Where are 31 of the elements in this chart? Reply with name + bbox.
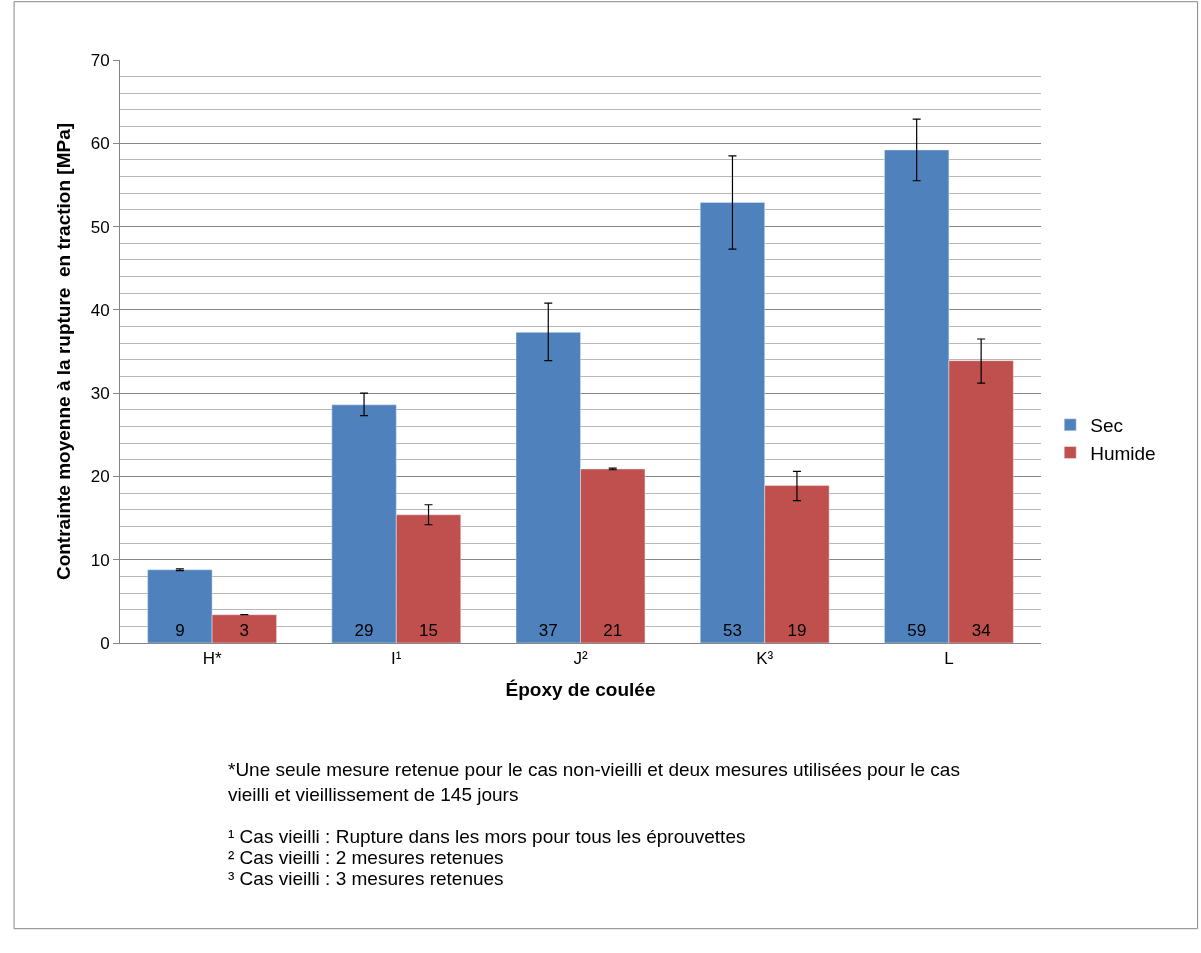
y-tick-label: 70 [90, 50, 110, 70]
y-tick-label: 0 [100, 633, 110, 653]
data-label: 37 [538, 621, 558, 640]
y-tick-label: 50 [90, 217, 110, 237]
text: *Une seule mesure retenue pour le cas non-vieilli et deux mesures utilisées pour le cas vieilli et vieillissement de 145 jours [228, 759, 960, 805]
x-axis-title: Époxy de coulée [505, 679, 656, 701]
x-tick-label: I¹ [391, 649, 402, 669]
legend-label: Humide [1090, 442, 1156, 464]
data-label: 34 [971, 621, 991, 640]
y-axis-title: Contrainte moyenne à la rupture en traction [MPa] [52, 122, 74, 581]
data-label: 9 [175, 621, 185, 640]
y-tick-label: 40 [90, 300, 110, 320]
legend-label: Sec [1090, 415, 1123, 437]
y-tick-label: 20 [90, 467, 110, 487]
data-label: 53 [723, 621, 742, 640]
y-tick-label: 30 [90, 384, 110, 404]
data-label: 29 [354, 621, 374, 640]
text: ² Cas vieilli : 2 mesures retenues [228, 847, 504, 868]
text: ¹ Cas vieilli : Rupture dans les mors pour tous les éprouvettes [228, 826, 746, 847]
x-tick-label: K³ [756, 649, 774, 669]
y-tick-label: 10 [90, 550, 110, 570]
x-tick-label: L [944, 649, 954, 669]
data-label: 19 [787, 621, 807, 640]
text: ³ Cas vieilli : 3 mesures retenues [228, 868, 504, 889]
data-label: 59 [907, 621, 927, 640]
x-tick-label: J² [573, 649, 588, 669]
x-tick-label: H* [202, 649, 222, 669]
data-label: 15 [419, 621, 438, 640]
data-label: 3 [239, 621, 250, 640]
data-label: 21 [603, 621, 623, 640]
y-tick-label: 60 [90, 134, 110, 154]
